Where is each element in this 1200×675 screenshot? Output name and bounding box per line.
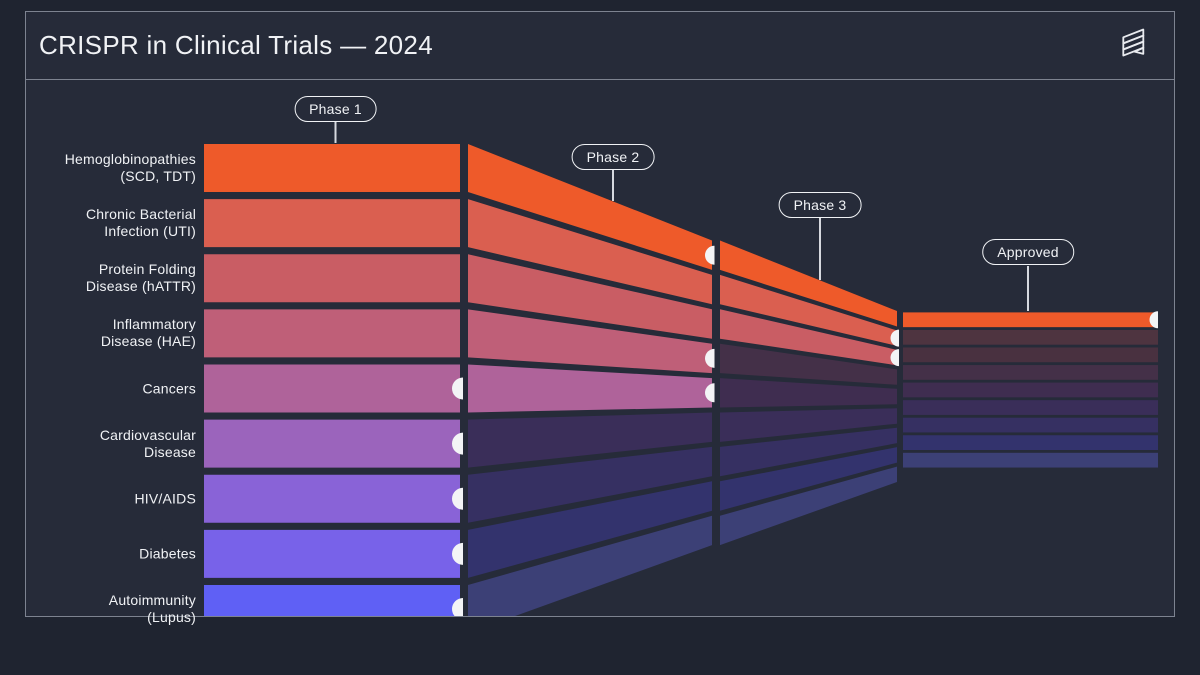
title-bar: CRISPR in Clinical Trials — 2024 <box>26 12 1174 80</box>
approved-band-lane-6 <box>903 417 1158 433</box>
terminal-cap-icon-lane-2-phase-3 <box>890 349 899 367</box>
lane-label-5: Cardiovascular Disease <box>99 426 196 460</box>
lane-label-1: Chronic Bacterial Infection (UTI) <box>86 206 196 240</box>
phase1-bar-lane-3 <box>204 309 460 358</box>
phase-pill-approved: Approved <box>982 239 1074 265</box>
approved-band-lane-7 <box>903 435 1158 450</box>
phase3-band-lane-4 <box>720 378 897 408</box>
page-title: CRISPR in Clinical Trials — 2024 <box>39 30 433 60</box>
phase2-band-lane-2 <box>468 254 712 339</box>
approved-band-lane-0 <box>903 312 1158 328</box>
terminal-cap-icon-lane-3-phase-2 <box>705 348 715 368</box>
phase3-band-lane-1 <box>720 274 897 346</box>
approved-band-lane-5 <box>903 400 1158 415</box>
lane-label-3: Inflammatory Disease (HAE) <box>100 316 196 350</box>
lane-label-2: Protein Folding Disease (hATTR) <box>85 261 196 295</box>
phase-pill-phase-3: Phase 3 <box>778 192 862 218</box>
approved-band-lane-1 <box>903 329 1158 345</box>
lane-label-0: Hemoglobinopathies (SCD, TDT) <box>64 151 196 184</box>
phase1-bar-lane-5 <box>204 419 460 468</box>
lane-label-8: Autoimmunity (Lupus) <box>108 592 196 625</box>
terminal-cap-icon-lane-4-phase-2 <box>705 383 715 403</box>
phase1-bar-lane-8 <box>204 585 460 616</box>
approved-band-lane-2 <box>903 347 1158 363</box>
lane-label-4: Cancers <box>142 380 196 396</box>
phase1-bar-lane-4 <box>204 364 460 413</box>
phase3-band-lane-6 <box>720 427 897 477</box>
phase1-bar-lane-6 <box>204 474 460 523</box>
phase-pill-phase-2: Phase 2 <box>571 144 655 170</box>
terminal-cap-icon-lane-4-phase-1 <box>452 377 463 400</box>
lane-label-6: HIV/AIDS <box>134 490 196 507</box>
lane-label-7: Diabetes <box>139 545 196 562</box>
phase2-band-lane-5 <box>468 412 712 468</box>
terminal-cap-icon-lane-0-approved <box>1149 311 1158 329</box>
terminal-cap-icon-lane-8-phase-1 <box>452 598 463 616</box>
phase3-band-lane-0 <box>720 240 897 327</box>
phase3-band-lane-7 <box>720 447 897 511</box>
phase1-bar-lane-1 <box>204 199 460 248</box>
ribbon-helix-logo-icon <box>1122 28 1145 56</box>
terminal-cap-icon-lane-5-phase-1 <box>452 432 463 455</box>
phase2-band-lane-4 <box>468 364 712 413</box>
phase1-bar-lane-0 <box>204 144 460 192</box>
terminal-cap-icon-lane-7-phase-1 <box>452 542 463 565</box>
phase2-band-lane-8 <box>468 515 712 616</box>
approved-band-lane-4 <box>903 382 1158 398</box>
phase2-band-lane-0 <box>468 144 712 270</box>
phase2-band-lane-7 <box>468 481 712 578</box>
phase3-band-lane-5 <box>720 408 897 442</box>
terminal-cap-icon-lane-0-phase-2 <box>705 245 715 265</box>
frame-border: CRISPR in Clinical Trials — 2024 Hemoglo… <box>25 11 1175 625</box>
approved-band-lane-3 <box>903 365 1158 380</box>
terminal-cap-icon-lane-6-phase-1 <box>452 487 463 510</box>
terminal-cap-icon-lane-1-phase-3 <box>890 329 899 347</box>
phase3-band-lane-2 <box>720 309 897 366</box>
phase3-band-lane-8 <box>720 466 897 546</box>
phase2-band-lane-1 <box>468 199 712 305</box>
phase1-bar-lane-7 <box>204 529 460 578</box>
approved-band-lane-8 <box>903 452 1158 468</box>
funnel-chart: Hemoglobinopathies (SCD, TDT) Chronic Bact… <box>26 80 1174 625</box>
phase2-band-lane-6 <box>468 446 712 523</box>
phase2-band-lane-3 <box>468 309 712 374</box>
phase3-band-lane-3 <box>720 343 897 385</box>
phase1-bar-lane-2 <box>204 254 460 303</box>
phase-pill-phase-1: Phase 1 <box>294 96 377 122</box>
